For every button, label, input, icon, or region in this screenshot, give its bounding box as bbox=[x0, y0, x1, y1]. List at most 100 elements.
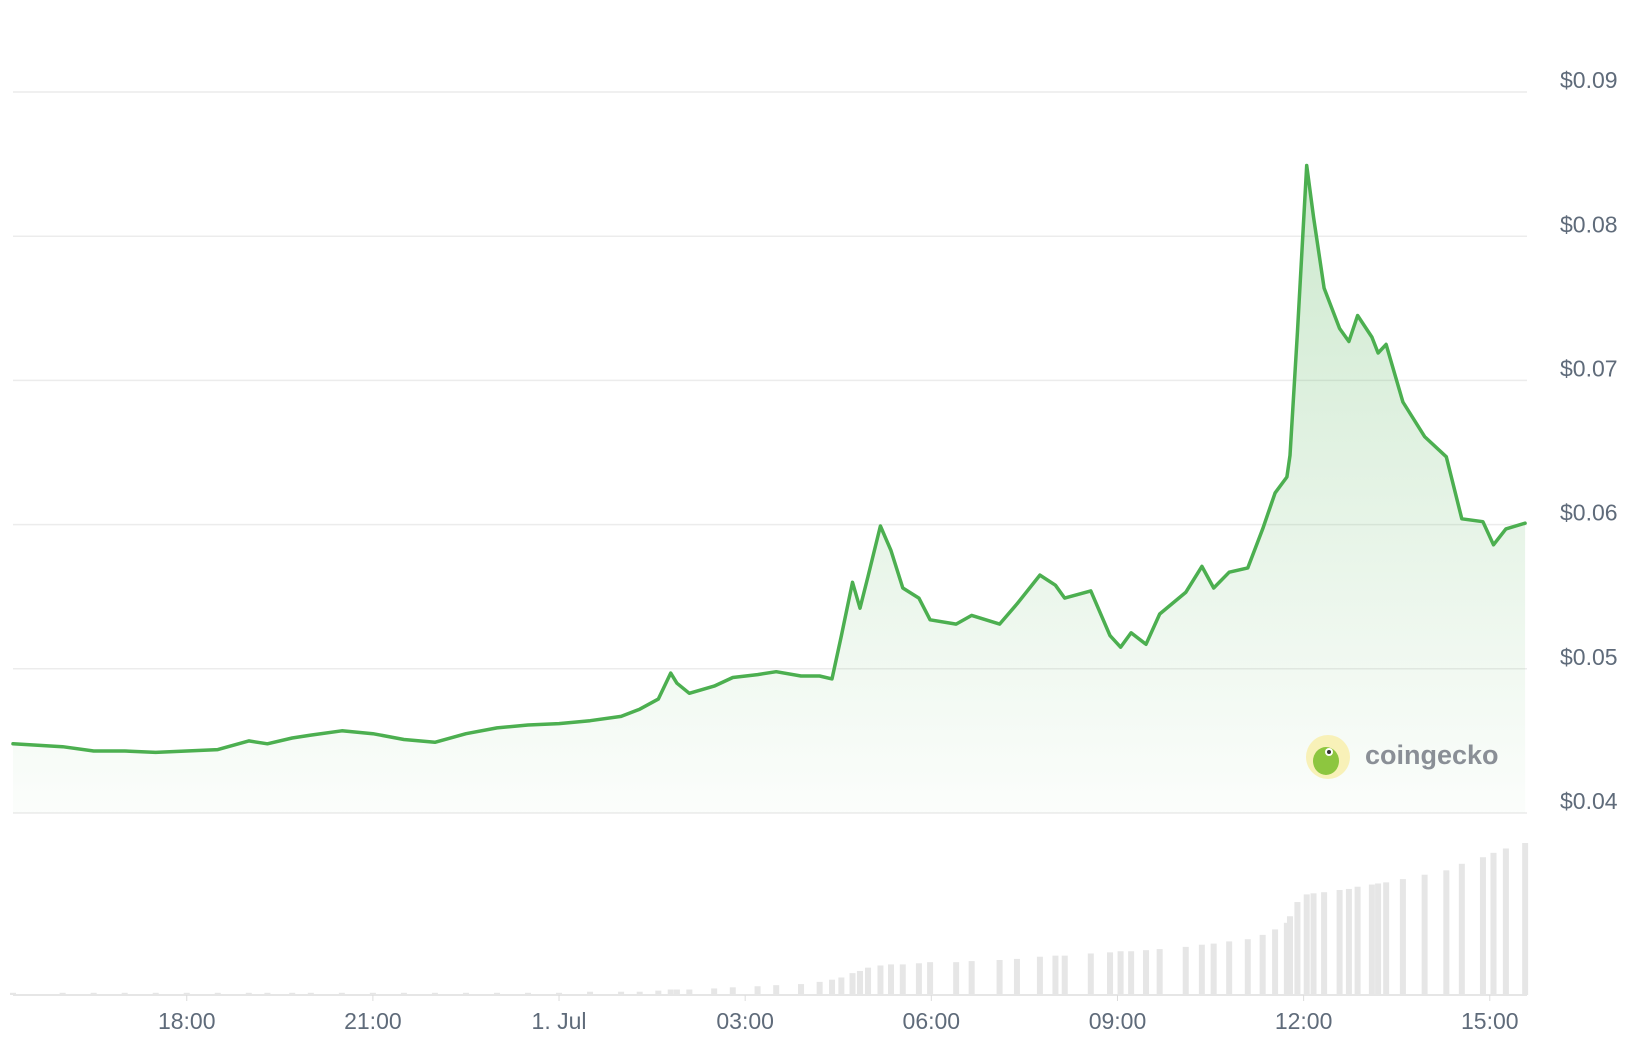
volume-bar bbox=[1375, 883, 1382, 995]
volume-bar bbox=[245, 992, 252, 995]
volume-bar bbox=[1210, 943, 1217, 995]
volume-bar bbox=[369, 992, 376, 995]
volume-bar bbox=[462, 992, 469, 995]
x-tick-label: 21:00 bbox=[344, 1008, 402, 1034]
volume-bar bbox=[214, 992, 221, 995]
volume-bar bbox=[1345, 888, 1352, 995]
volume-bar bbox=[525, 992, 532, 995]
volume-bar bbox=[1117, 951, 1124, 995]
volume-bar bbox=[838, 977, 845, 995]
volume-bar bbox=[655, 990, 662, 995]
x-tick-label: 06:00 bbox=[903, 1008, 961, 1034]
volume-bar bbox=[729, 987, 736, 995]
volume-bar bbox=[996, 960, 1003, 995]
volume-bar bbox=[1490, 852, 1497, 995]
volume-bar bbox=[1259, 934, 1266, 995]
volume-bar bbox=[1421, 874, 1428, 995]
volume-bar bbox=[829, 979, 836, 995]
volume-bar bbox=[915, 963, 922, 995]
volume-bar bbox=[636, 991, 643, 995]
volume-bar bbox=[1286, 916, 1293, 995]
volume-bar bbox=[400, 992, 407, 995]
volume-bar bbox=[338, 992, 345, 995]
volume-bar bbox=[1522, 843, 1529, 995]
volume-bar bbox=[667, 989, 674, 995]
volume-bar bbox=[289, 992, 296, 995]
volume-bar bbox=[798, 984, 805, 995]
x-tick-label: 12:00 bbox=[1275, 1008, 1333, 1034]
volume-bar bbox=[1336, 890, 1343, 995]
volume-bar bbox=[1310, 893, 1317, 995]
volume-bar bbox=[556, 992, 563, 995]
volume-bar bbox=[1107, 952, 1114, 995]
volume-bar bbox=[1061, 955, 1068, 995]
price-area bbox=[13, 165, 1526, 813]
volume-bar bbox=[849, 973, 856, 995]
volume-bar bbox=[673, 989, 680, 995]
y-tick-label: $0.08 bbox=[1560, 211, 1618, 237]
y-tick-label: $0.09 bbox=[1560, 67, 1618, 93]
volume-bar bbox=[183, 992, 190, 995]
volume-bar bbox=[1036, 956, 1043, 995]
y-tick-label: $0.05 bbox=[1560, 644, 1618, 670]
volume-bar bbox=[1383, 882, 1390, 995]
volume-bar bbox=[1198, 944, 1205, 995]
volume-bar bbox=[1399, 879, 1406, 995]
volume-bar bbox=[1226, 941, 1233, 995]
x-tick-label: 15:00 bbox=[1461, 1008, 1519, 1034]
volume-bar bbox=[59, 992, 66, 995]
volume-bar bbox=[754, 986, 761, 995]
volume-bar bbox=[493, 992, 500, 995]
volume-bar bbox=[1143, 950, 1150, 995]
volume-bar bbox=[1368, 884, 1375, 995]
volume-bar bbox=[1013, 958, 1020, 995]
volume-bar bbox=[10, 992, 16, 995]
volume-bar bbox=[121, 992, 128, 995]
x-tick-label: 1. Jul bbox=[532, 1008, 587, 1034]
volume-bar bbox=[1502, 848, 1509, 995]
watermark-logo bbox=[1306, 735, 1350, 779]
volume-bar bbox=[773, 985, 780, 995]
volume-bar bbox=[927, 962, 934, 995]
logo-pupil bbox=[1327, 750, 1331, 754]
volume-bar bbox=[1458, 863, 1465, 995]
volume-bar bbox=[1087, 953, 1094, 995]
volume-bar bbox=[152, 992, 159, 995]
volume-bar bbox=[307, 992, 314, 995]
volume-bar bbox=[431, 992, 438, 995]
volume-bar bbox=[856, 970, 863, 995]
volume-bar bbox=[1283, 922, 1290, 995]
watermark-text: coingecko bbox=[1365, 740, 1499, 770]
volume-bar bbox=[1244, 939, 1251, 995]
volume-bar bbox=[1354, 886, 1361, 995]
volume-bar bbox=[711, 988, 718, 995]
volume-bar bbox=[1303, 894, 1310, 995]
volume-bar bbox=[1156, 949, 1163, 995]
volume-bar bbox=[899, 964, 906, 995]
x-tick-label: 18:00 bbox=[158, 1008, 216, 1034]
volume-bar bbox=[887, 964, 894, 995]
volume-bar bbox=[953, 962, 960, 995]
logo-gecko bbox=[1313, 747, 1339, 775]
volume-bar bbox=[816, 981, 823, 995]
volume-bar bbox=[865, 967, 872, 995]
x-tick-label: 09:00 bbox=[1089, 1008, 1147, 1034]
y-tick-label: $0.04 bbox=[1560, 788, 1618, 814]
volume-bar bbox=[1294, 902, 1301, 995]
volume-bar bbox=[587, 991, 594, 995]
price-line bbox=[11, 163, 1527, 755]
volume-bar bbox=[1443, 870, 1450, 995]
volume-bar bbox=[1128, 951, 1135, 995]
volume-bar bbox=[968, 961, 975, 995]
volume-bar bbox=[1272, 929, 1279, 995]
volume-bar bbox=[264, 992, 271, 995]
volume-bar bbox=[686, 989, 693, 995]
volume-bar bbox=[1479, 857, 1486, 995]
y-tick-label: $0.06 bbox=[1560, 500, 1618, 526]
volume-bar bbox=[90, 992, 97, 995]
y-tick-label: $0.07 bbox=[1560, 355, 1618, 381]
volume-bar bbox=[1321, 892, 1328, 995]
volume-bar bbox=[1182, 946, 1189, 995]
